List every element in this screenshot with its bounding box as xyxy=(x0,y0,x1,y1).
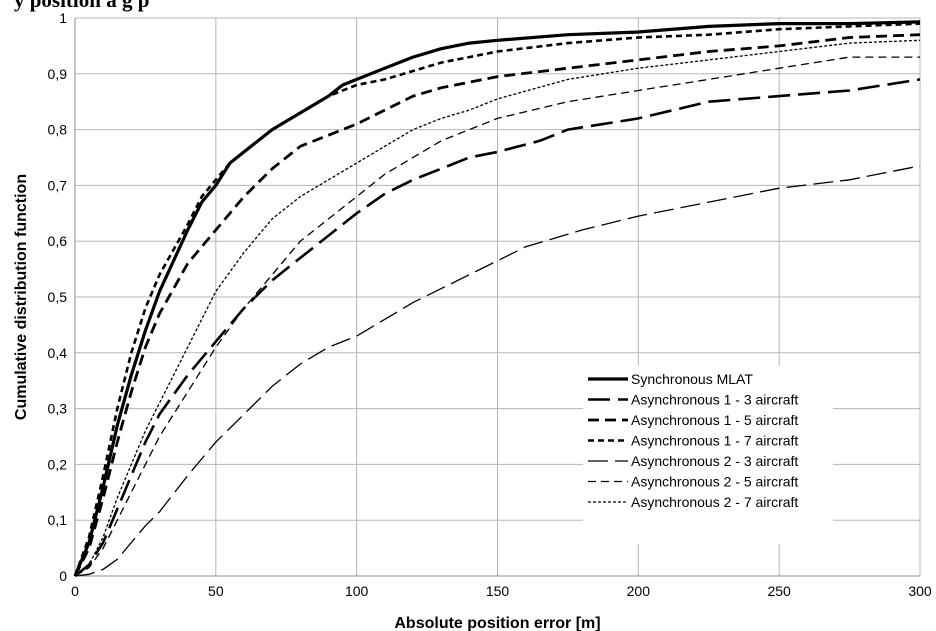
y-tick-label: 0,4 xyxy=(48,345,68,361)
x-tick-label: 100 xyxy=(345,583,369,599)
series-line-asynchronous-1-7-aircraft xyxy=(73,22,921,577)
legend-background xyxy=(583,366,833,544)
series-line-synchronous-mlat xyxy=(73,20,921,577)
legend-label: Asynchronous 2 - 7 aircraft xyxy=(631,494,798,510)
y-tick-labels: 0 0,1 0,2 0,3 0,4 0,5 0,6 0,7 0,8 0,9 1 xyxy=(48,10,68,584)
legend: Synchronous MLAT Asynchronous 1 - 3 aircr… xyxy=(583,366,833,544)
series-lines xyxy=(73,20,921,578)
y-tick-label: 0,9 xyxy=(48,66,68,82)
y-tick-label: 0,6 xyxy=(48,233,68,249)
y-tick-label: 0 xyxy=(59,568,67,584)
y-tick-label: 1 xyxy=(59,10,67,26)
series-line-asynchronous-1-3-aircraft xyxy=(74,78,921,578)
x-tick-labels: 0 50 100 150 200 250 300 xyxy=(71,583,932,599)
x-tick-label: 150 xyxy=(486,583,510,599)
x-tick-label: 200 xyxy=(627,583,651,599)
y-tick-label: 0,3 xyxy=(48,401,68,417)
x-axis-label: Absolute position error [m] xyxy=(394,615,600,631)
legend-label: Asynchronous 2 - 5 aircraft xyxy=(631,474,798,490)
legend-label: Asynchronous 1 - 5 aircraft xyxy=(631,412,798,428)
x-tick-label: 250 xyxy=(767,583,791,599)
y-axis-label: Cumulative distribution function xyxy=(13,174,30,420)
x-tick-label: 50 xyxy=(208,583,224,599)
y-tick-label: 0,7 xyxy=(48,177,68,193)
y-tick-label: 0,1 xyxy=(48,512,68,528)
legend-label: Asynchronous 2 - 3 aircraft xyxy=(631,453,798,469)
legend-label: Synchronous MLAT xyxy=(631,371,753,387)
series-line-asynchronous-2-5-aircraft xyxy=(74,56,920,577)
series-line-asynchronous-1-5-aircraft xyxy=(73,33,921,577)
cut-off-title: y position a g p xyxy=(14,0,150,12)
x-tick-label: 0 xyxy=(71,583,79,599)
legend-label: Asynchronous 1 - 3 aircraft xyxy=(631,392,798,408)
x-tick-label: 300 xyxy=(908,583,932,599)
legend-label: Asynchronous 1 - 7 aircraft xyxy=(631,433,798,449)
y-tick-label: 0,5 xyxy=(48,289,68,305)
y-tick-label: 0,2 xyxy=(48,456,68,472)
series-line-asynchronous-2-3-aircraft xyxy=(74,165,921,577)
axes xyxy=(74,18,920,577)
y-tick-label: 0,8 xyxy=(48,122,68,138)
series-line-asynchronous-2-7-aircraft xyxy=(74,39,921,577)
